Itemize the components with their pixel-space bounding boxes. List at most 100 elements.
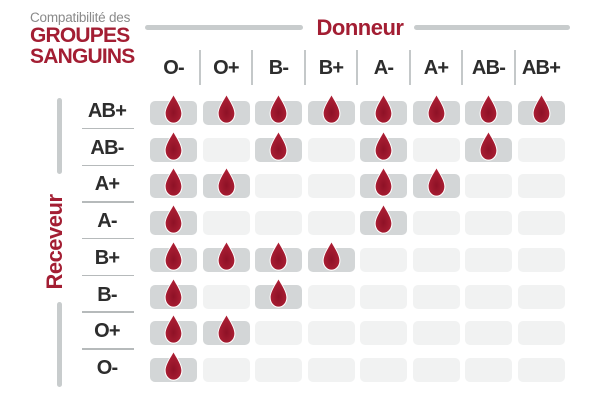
blood-drop-icon [374, 167, 393, 198]
row-label-divider [82, 237, 134, 240]
donor-col-header-O+: O+ [213, 57, 239, 79]
receiver-row-label-B+: B+ [94, 246, 120, 269]
cell-B+-from-O+-compatible [202, 241, 250, 272]
blood-drop-icon [164, 204, 183, 234]
blood-drop-icon [322, 241, 340, 271]
blood-drop-icon [322, 94, 340, 124]
donor-axis-label: Donneur [316, 15, 404, 40]
cell-AB--from-A--compatible [360, 131, 407, 162]
cell-B+-from-A--incompatible [360, 247, 407, 272]
blood-drop-icon [479, 94, 498, 124]
cell-O+-from-AB+-incompatible [517, 321, 565, 346]
col-header-divider [303, 50, 306, 85]
receiver-row-label-A-: A- [97, 210, 117, 233]
cell-O+-from-A+-incompatible [412, 321, 460, 346]
cell-A+-from-O--compatible [150, 167, 197, 199]
cell-AB--from-O--compatible [150, 131, 197, 162]
blood-drop-icon [374, 94, 393, 124]
blood-drop-icon [217, 94, 235, 124]
cell-A--from-A--compatible [360, 204, 407, 236]
receiver-row-label-AB-: AB- [90, 136, 124, 159]
cell-AB--from-AB--compatible [465, 131, 512, 162]
cell-B--from-O+-incompatible [202, 284, 250, 309]
blood-drop-icon [269, 131, 288, 161]
cell-AB+-from-AB--compatible [465, 94, 512, 125]
cell-AB--from-AB+-incompatible [517, 137, 565, 162]
cell-O--from-A--incompatible [360, 357, 407, 382]
title-line-sanguins: SANGUINS [30, 45, 135, 68]
cell-B--from-A+-incompatible [412, 284, 460, 309]
donor-col-header-AB+: AB+ [521, 57, 561, 79]
blood-drop-icon [164, 314, 183, 344]
cell-O+-from-B--incompatible [255, 321, 302, 346]
row-label-divider [82, 348, 134, 350]
donor-divider-right [414, 25, 570, 30]
blood-drop-icon [164, 167, 183, 198]
cell-O+-from-O+-compatible [202, 314, 250, 346]
blood-drop-icon [164, 278, 183, 308]
cell-A+-from-B+-incompatible [307, 174, 355, 199]
title-kicker: Compatibilité des [30, 10, 131, 25]
blood-drop-icon [164, 351, 183, 381]
cell-B+-from-AB--incompatible [465, 247, 512, 272]
row-label-divider [82, 274, 134, 277]
blood-drop-icon [374, 204, 393, 234]
receiver-row-label-AB+: AB+ [87, 100, 127, 122]
donor-divider-left [145, 25, 303, 30]
row-label-divider [82, 311, 134, 313]
receiver-row-label-O-: O- [96, 356, 118, 379]
cell-O--from-AB+-incompatible [517, 357, 565, 382]
cell-B--from-O--compatible [150, 278, 197, 309]
col-header-divider [513, 50, 516, 85]
blood-drop-icon [164, 241, 183, 271]
receiver-divider-top [57, 98, 62, 174]
blood-drop-icon [164, 94, 183, 124]
col-header-divider [251, 50, 254, 85]
cell-AB+-from-A--compatible [360, 94, 407, 125]
cell-O+-from-B+-incompatible [307, 321, 355, 346]
col-header-divider [198, 50, 201, 85]
donor-col-header-A-: A- [373, 57, 394, 79]
cell-AB+-from-AB+-compatible [517, 94, 565, 125]
cell-A--from-AB--incompatible [465, 211, 512, 236]
cell-AB--from-B+-incompatible [307, 137, 355, 162]
receiver-row-label-A+: A+ [94, 173, 120, 196]
cell-O+-from-A--incompatible [360, 321, 407, 346]
cell-A--from-O--compatible [150, 204, 197, 236]
cell-O--from-AB--incompatible [465, 357, 512, 382]
cell-AB+-from-O+-compatible [202, 94, 250, 125]
donor-col-header-O-: O- [163, 57, 184, 79]
cell-AB--from-B--compatible [255, 131, 302, 162]
receiver-row-label-O+: O+ [94, 320, 120, 343]
cell-B+-from-B+-compatible [307, 241, 355, 272]
receiver-row-label-B-: B- [97, 283, 117, 306]
donor-col-header-B-: B- [268, 57, 289, 79]
cell-O--from-O+-incompatible [202, 357, 250, 382]
row-label-divider [82, 201, 134, 203]
cell-B--from-A--incompatible [360, 284, 407, 309]
cell-O--from-B--incompatible [255, 357, 302, 382]
blood-drop-icon [269, 278, 288, 308]
receiver-axis-label: Receveur [42, 194, 67, 290]
col-header-divider [356, 50, 359, 85]
blood-drop-icon [479, 131, 498, 161]
blood-drop-icon [217, 314, 235, 344]
blood-drop-icon [269, 241, 288, 271]
page-title: GROUPES SANGUINS [30, 25, 135, 68]
receiver-divider-bottom [57, 302, 62, 387]
cell-O+-from-O--compatible [150, 314, 197, 346]
cell-O--from-B+-incompatible [307, 357, 355, 382]
cell-A--from-AB+-incompatible [517, 211, 565, 236]
cell-AB+-from-B+-compatible [307, 94, 355, 125]
blood-drop-icon [217, 241, 235, 271]
cell-B+-from-A+-incompatible [412, 247, 460, 272]
cell-AB--from-O+-incompatible [202, 137, 250, 162]
cell-A--from-B--incompatible [255, 211, 302, 236]
cell-A+-from-A+-compatible [412, 167, 460, 199]
blood-drop-icon [427, 167, 445, 198]
cell-O--from-O--compatible [150, 351, 197, 382]
donor-col-header-AB-: AB- [471, 57, 506, 79]
cell-A--from-O+-incompatible [202, 211, 250, 236]
cell-B--from-B--compatible [255, 278, 302, 309]
cell-A+-from-O+-compatible [202, 167, 250, 199]
